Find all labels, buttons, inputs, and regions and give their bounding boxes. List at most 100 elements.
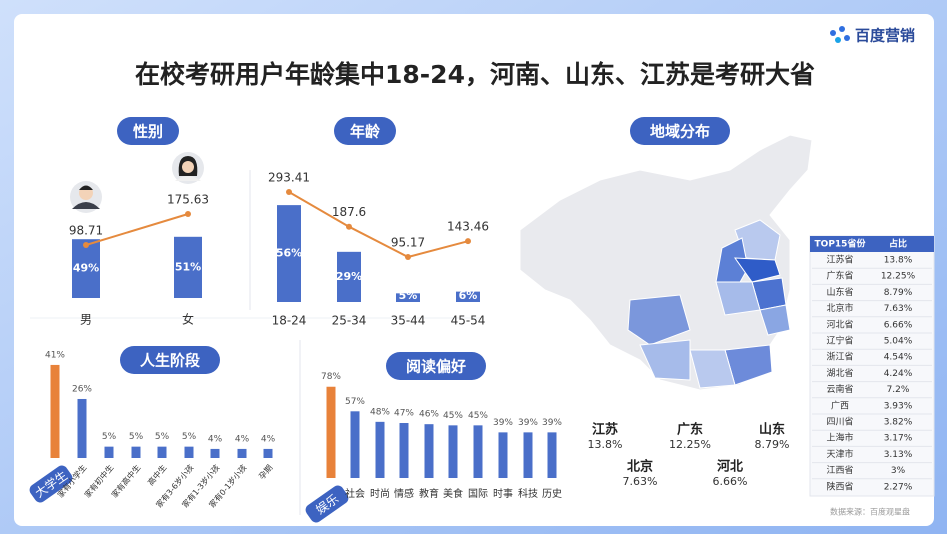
table-cell: 天津市 xyxy=(826,448,853,460)
bar-value-label: 57% xyxy=(345,397,365,407)
bar xyxy=(375,421,385,478)
bar-value-label: 5% xyxy=(182,432,197,442)
table-cell: 陕西省 xyxy=(826,480,853,492)
bar-value-label: 4% xyxy=(235,434,250,444)
highlight-pill xyxy=(29,465,73,503)
line-dot xyxy=(286,189,292,195)
table-cell: 3.13% xyxy=(884,450,913,460)
bar-value-label: 39% xyxy=(542,418,562,428)
bar xyxy=(456,291,480,302)
table-cell: 5.04% xyxy=(884,337,913,347)
bar-value-label: 39% xyxy=(493,418,513,428)
bar xyxy=(326,386,336,478)
x-tick-label: 时事 xyxy=(493,487,513,500)
x-tick-label: 男 xyxy=(80,313,92,327)
province-share: 12.25% xyxy=(669,438,711,451)
bar xyxy=(473,425,483,478)
section-title: 年龄 xyxy=(350,123,381,141)
line-value-label: 143.46 xyxy=(447,220,489,234)
table-cell: 3% xyxy=(891,466,906,476)
table-cell: 8.79% xyxy=(884,288,913,298)
bar-value-label: 5% xyxy=(155,432,170,442)
province-name: 山东 xyxy=(759,422,785,438)
province-share: 6.66% xyxy=(713,475,748,488)
x-tick-label: 美食 xyxy=(443,487,463,500)
line-dot xyxy=(185,211,191,217)
table-cell: 2.27% xyxy=(884,482,913,492)
line-value-label: 98.71 xyxy=(69,224,103,238)
bar-value-label: 49% xyxy=(73,262,99,275)
table-cell: 四川省 xyxy=(826,416,853,428)
bar xyxy=(547,432,557,478)
line-dot xyxy=(405,254,411,260)
table-cell: 辽宁省 xyxy=(826,335,853,347)
line-value-label: 187.6 xyxy=(332,205,366,219)
table-cell: 12.25% xyxy=(881,272,916,282)
section-title: 性别 xyxy=(133,123,163,141)
table-header: 占比 xyxy=(889,238,907,250)
x-tick-label: 科技 xyxy=(518,487,538,500)
province-share: 13.8% xyxy=(588,438,623,451)
table-cell: 7.2% xyxy=(887,385,910,395)
section-title: 地域分布 xyxy=(650,123,710,141)
bar-value-label: 4% xyxy=(208,434,223,444)
bar-value-label: 5% xyxy=(129,432,144,442)
bar-value-label: 5% xyxy=(399,289,418,302)
bar-value-label: 47% xyxy=(394,409,414,419)
bar-value-label: 46% xyxy=(419,410,439,420)
table-cell: 江苏省 xyxy=(826,254,853,266)
bar-value-label: 45% xyxy=(443,411,463,421)
china-map xyxy=(519,134,813,391)
line xyxy=(288,191,469,259)
page-title: 在校考研用户年龄集中18-24，河南、山东、江苏是考研大省 xyxy=(135,60,815,89)
bar-value-label: 56% xyxy=(276,247,302,260)
bar-value-label: 48% xyxy=(370,407,390,417)
table-cell: 河北省 xyxy=(826,318,853,330)
table-cell: 13.8% xyxy=(884,256,913,266)
line-dot xyxy=(465,238,471,245)
logo-text: 百度营销 xyxy=(855,27,915,45)
bar xyxy=(184,446,194,458)
bar xyxy=(277,205,301,302)
province-share: 8.79% xyxy=(755,438,790,451)
section-pill xyxy=(117,117,179,145)
line xyxy=(85,213,189,246)
bar-value-label: 39% xyxy=(518,418,538,428)
x-tick-label: 45-54 xyxy=(451,314,486,328)
section-pill xyxy=(120,346,220,374)
table-cell: 北京市 xyxy=(826,302,853,314)
bar xyxy=(72,239,100,298)
bar xyxy=(77,398,87,458)
table-cell: 3.93% xyxy=(884,401,913,411)
bar xyxy=(448,425,458,478)
line-value-label: 175.63 xyxy=(167,193,209,207)
province-table xyxy=(809,235,935,497)
section-title: 人生阶段 xyxy=(140,352,200,370)
source-note: 数据来源：百度观星盘 xyxy=(830,507,910,517)
highlight-pill xyxy=(305,485,349,523)
table-cell: 3.17% xyxy=(884,434,913,444)
province-name: 河北 xyxy=(717,459,743,475)
table-cell: 4.24% xyxy=(884,369,913,379)
bar xyxy=(50,364,60,458)
table-cell: 3.82% xyxy=(884,418,913,428)
x-tick-label: 时尚 xyxy=(370,487,390,500)
bar xyxy=(174,236,202,298)
line-value-label: 95.17 xyxy=(391,236,425,250)
logo: 百度营销 xyxy=(830,26,915,45)
section-pill xyxy=(386,352,486,380)
bar-value-label: 41% xyxy=(45,350,65,360)
x-tick-label: 教育 xyxy=(419,487,439,500)
bar-value-label: 29% xyxy=(336,270,362,283)
province-name: 广东 xyxy=(677,422,703,438)
bar xyxy=(131,446,141,458)
line-dot xyxy=(83,242,89,248)
bar xyxy=(424,424,434,478)
bar-value-label: 6% xyxy=(459,289,478,302)
bar xyxy=(399,423,409,478)
line-value-label: 293.41 xyxy=(268,171,310,185)
section-pill xyxy=(334,117,396,145)
table-cell: 山东省 xyxy=(826,286,853,298)
table-cell: 4.54% xyxy=(884,353,913,363)
